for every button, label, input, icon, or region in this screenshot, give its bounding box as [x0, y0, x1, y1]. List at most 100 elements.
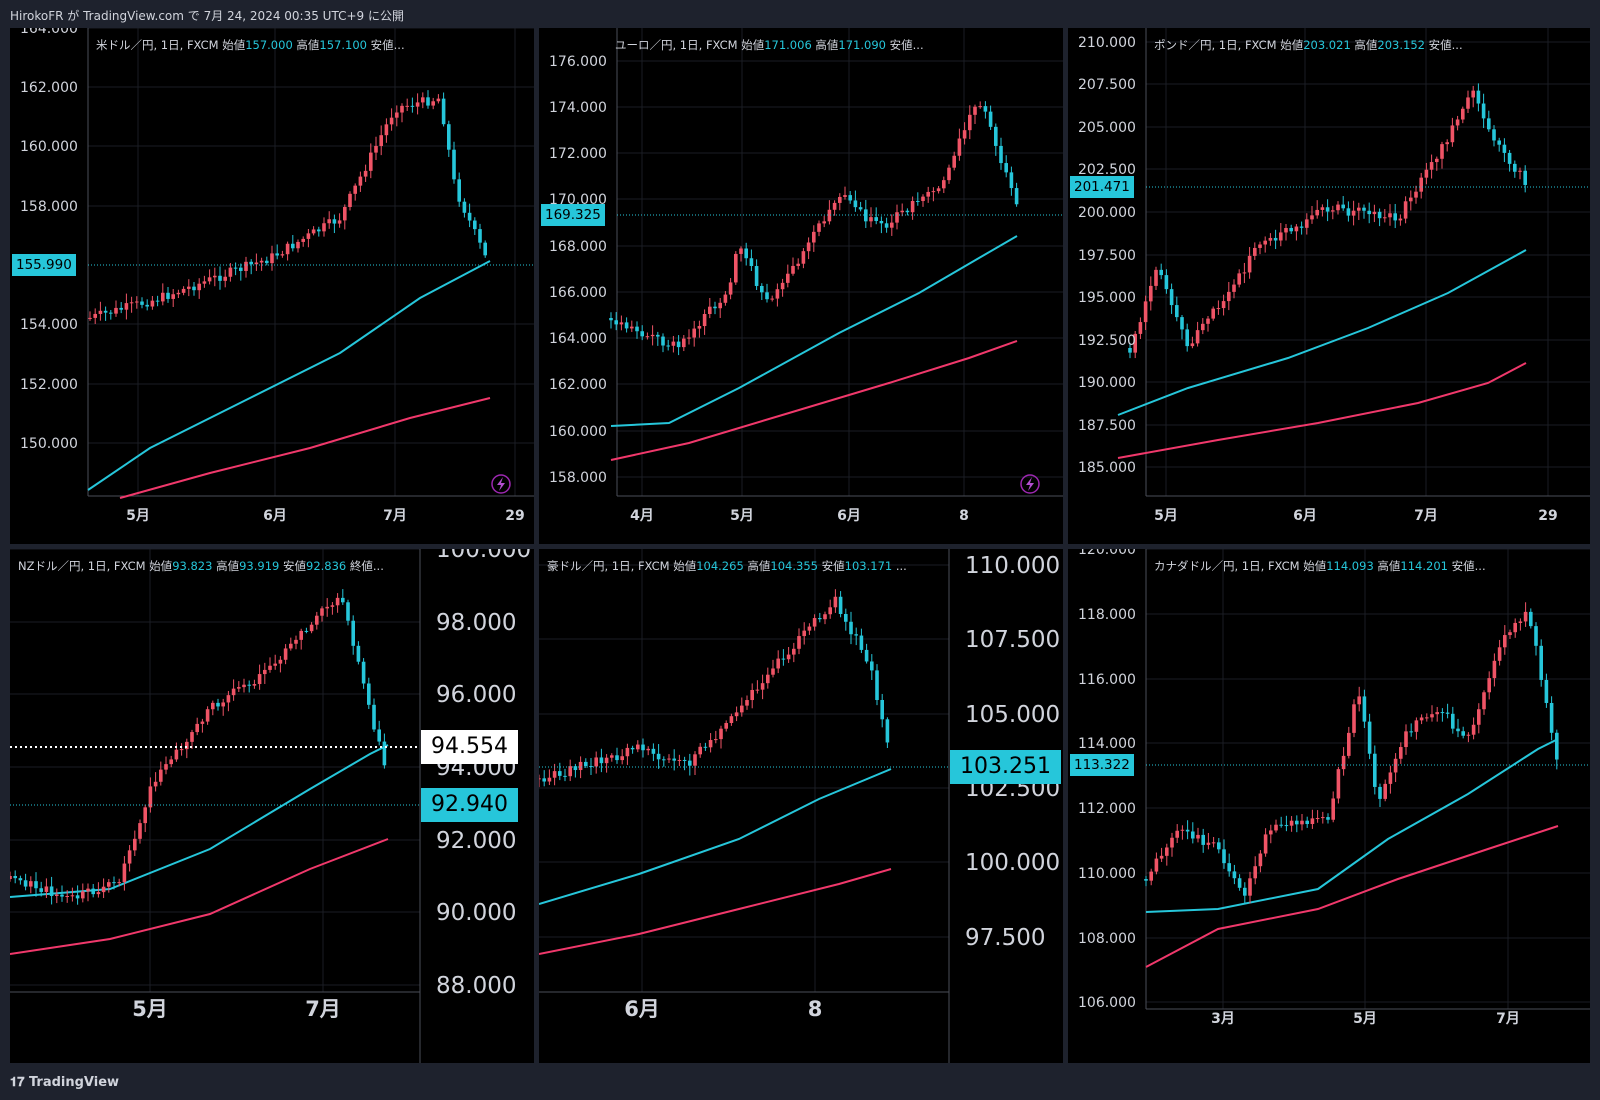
chart-canvas[interactable]: 164.000 162.000 160.000 158.000 154.000 152.0…	[10, 28, 534, 544]
flash-icon[interactable]	[491, 474, 511, 494]
legend-high: 203.152	[1377, 38, 1429, 52]
chart-panel-eurjpy[interactable]: 176.000 174.000 172.000 170.000 168.000 166.0…	[539, 28, 1063, 544]
candle-body	[1518, 170, 1522, 172]
flash-icon[interactable]	[1020, 474, 1040, 494]
candle-body	[1164, 275, 1169, 290]
chart-legend[interactable]: NZドル／円, 1日, FXCM 始値93.823 高値93.919 安値92.…	[18, 558, 384, 574]
candle-body	[1310, 215, 1314, 220]
candle-body	[864, 209, 868, 222]
candle-body	[1555, 732, 1559, 760]
candle-body	[584, 761, 588, 767]
candle-body	[1518, 621, 1523, 623]
chart-legend[interactable]: 米ドル／円, 1日, FXCM 始値157.000 高値157.100 安値..…	[96, 37, 405, 53]
legend-high-label: 高値	[815, 38, 839, 52]
candle-body	[630, 747, 635, 750]
candle-body	[1227, 291, 1231, 302]
chart-canvas[interactable]: 210.000 207.500 205.000 202.500 200.000 197.5…	[1068, 28, 1590, 544]
candle-body	[233, 267, 238, 269]
candle-body	[724, 723, 728, 729]
candle-body	[181, 288, 186, 293]
candle-body	[1373, 753, 1377, 787]
candle-body	[1211, 842, 1216, 844]
price-tick-label: 120.000	[1078, 549, 1136, 558]
legend-tail: 安値...	[370, 38, 405, 52]
chart-legend[interactable]: ユーロ／円, 1日, FXCM 始値171.006 高値171.090 安値..…	[615, 37, 924, 53]
tradingview-logo[interactable]: 𝟏𝟕 TradingView	[10, 1075, 120, 1090]
time-tick-label: 7月	[305, 997, 341, 1021]
chart-legend[interactable]: カナダドル／円, 1日, FXCM 始値114.093 高値114.201 安値…	[1154, 558, 1486, 574]
legend-open-label: 始値	[1280, 38, 1304, 52]
price-tick-label: 170.000	[549, 192, 607, 208]
chart-canvas[interactable]: 176.000 174.000 172.000 170.000 168.000 166.0…	[539, 28, 1063, 544]
candle-body	[273, 663, 277, 666]
candle-body	[369, 152, 373, 171]
candle-body	[750, 689, 754, 701]
candle-body	[539, 778, 541, 780]
legend-open-label: 始値	[222, 38, 246, 52]
candle-body	[900, 210, 904, 213]
candle-body	[1180, 829, 1185, 831]
candle-body	[1196, 834, 1200, 839]
candle-body	[304, 630, 309, 632]
candle-body	[1430, 714, 1434, 718]
candle-body	[221, 702, 225, 707]
candle-body	[1487, 678, 1491, 693]
candle-body	[405, 105, 409, 107]
candle-body	[1315, 818, 1320, 820]
price-tick-label: 96.000	[436, 682, 516, 708]
candle-body	[1393, 758, 1398, 773]
candle-body	[1258, 244, 1262, 248]
candle-body	[1232, 871, 1237, 879]
candle-body	[1347, 732, 1351, 756]
price-tick-label: 158.000	[549, 470, 607, 486]
candle-body	[599, 757, 604, 764]
candle-body	[101, 886, 106, 893]
candle-body	[1154, 269, 1158, 286]
candle-body	[729, 716, 734, 724]
candle-body	[86, 888, 90, 892]
chart-panel-usdjpy[interactable]: 164.000 162.000 160.000 158.000 154.000 152.0…	[10, 28, 534, 544]
legend-high-label: 高値	[1354, 38, 1378, 52]
candle-body	[874, 217, 878, 221]
publish-info: HirokoFR が TradingView.com で 7月 24, 2024…	[10, 9, 404, 23]
candle-body	[739, 248, 743, 254]
candle-body	[299, 630, 303, 640]
candle-body	[49, 886, 54, 896]
time-tick-label: 5月	[1353, 1011, 1377, 1027]
candle-body	[205, 709, 210, 722]
candle-body	[1289, 820, 1294, 826]
chart-panel-gbpjpy[interactable]: 210.000 207.500 205.000 202.500 200.000 197.5…	[1068, 28, 1590, 544]
candle-body	[114, 307, 118, 314]
candle-body	[190, 732, 194, 742]
time-tick-label: 7月	[383, 508, 407, 524]
candle-body	[1362, 207, 1366, 211]
candle-body	[1440, 144, 1444, 159]
candle-body	[1221, 301, 1226, 309]
price-tick-label: 185.000	[1078, 460, 1136, 476]
candle-body	[547, 777, 552, 782]
chart-panel-nzdjpy[interactable]: 100.000 98.000 96.000 94.000 92.000 90.000 88.…	[10, 549, 534, 1063]
candle-body	[1217, 842, 1221, 850]
candle-body	[568, 766, 572, 777]
price-tick-label: 195.000	[1078, 290, 1136, 306]
chart-panel-audjpy[interactable]: 110.000 107.500 105.000 102.500 100.000 97.50…	[539, 549, 1063, 1063]
candle-body	[1274, 824, 1278, 831]
candle-body	[1445, 712, 1450, 714]
chart-canvas[interactable]: 110.000107.500105.000102.500100.00097.50…	[539, 549, 1063, 1063]
candle-body	[202, 281, 207, 284]
candle-body	[431, 101, 435, 106]
candle-body	[1398, 218, 1403, 221]
candle-body	[1487, 118, 1491, 130]
chart-legend[interactable]: ポンド／円, 1日, FXCM 始値203.021 高値203.152 安値..…	[1154, 37, 1463, 53]
candle-body	[879, 220, 884, 224]
chart-canvas[interactable]: 120.000 118.000 116.000 114.000 112.000 110.0…	[1068, 549, 1590, 1063]
candle-body	[1461, 731, 1465, 736]
candle-body	[358, 176, 363, 186]
candle-body	[70, 895, 75, 897]
price-tick-label: 97.500	[965, 925, 1045, 951]
chart-panel-cadjpy[interactable]: 120.000 118.000 116.000 114.000 112.000 110.0…	[1068, 549, 1590, 1063]
price-tick-label: 98.000	[436, 610, 516, 636]
candle-body	[1191, 831, 1195, 839]
time-tick-label: 5月	[730, 508, 754, 524]
chart-legend[interactable]: 豪ドル／円, 1日, FXCM 始値104.265 高値104.355 安値10…	[547, 558, 907, 574]
